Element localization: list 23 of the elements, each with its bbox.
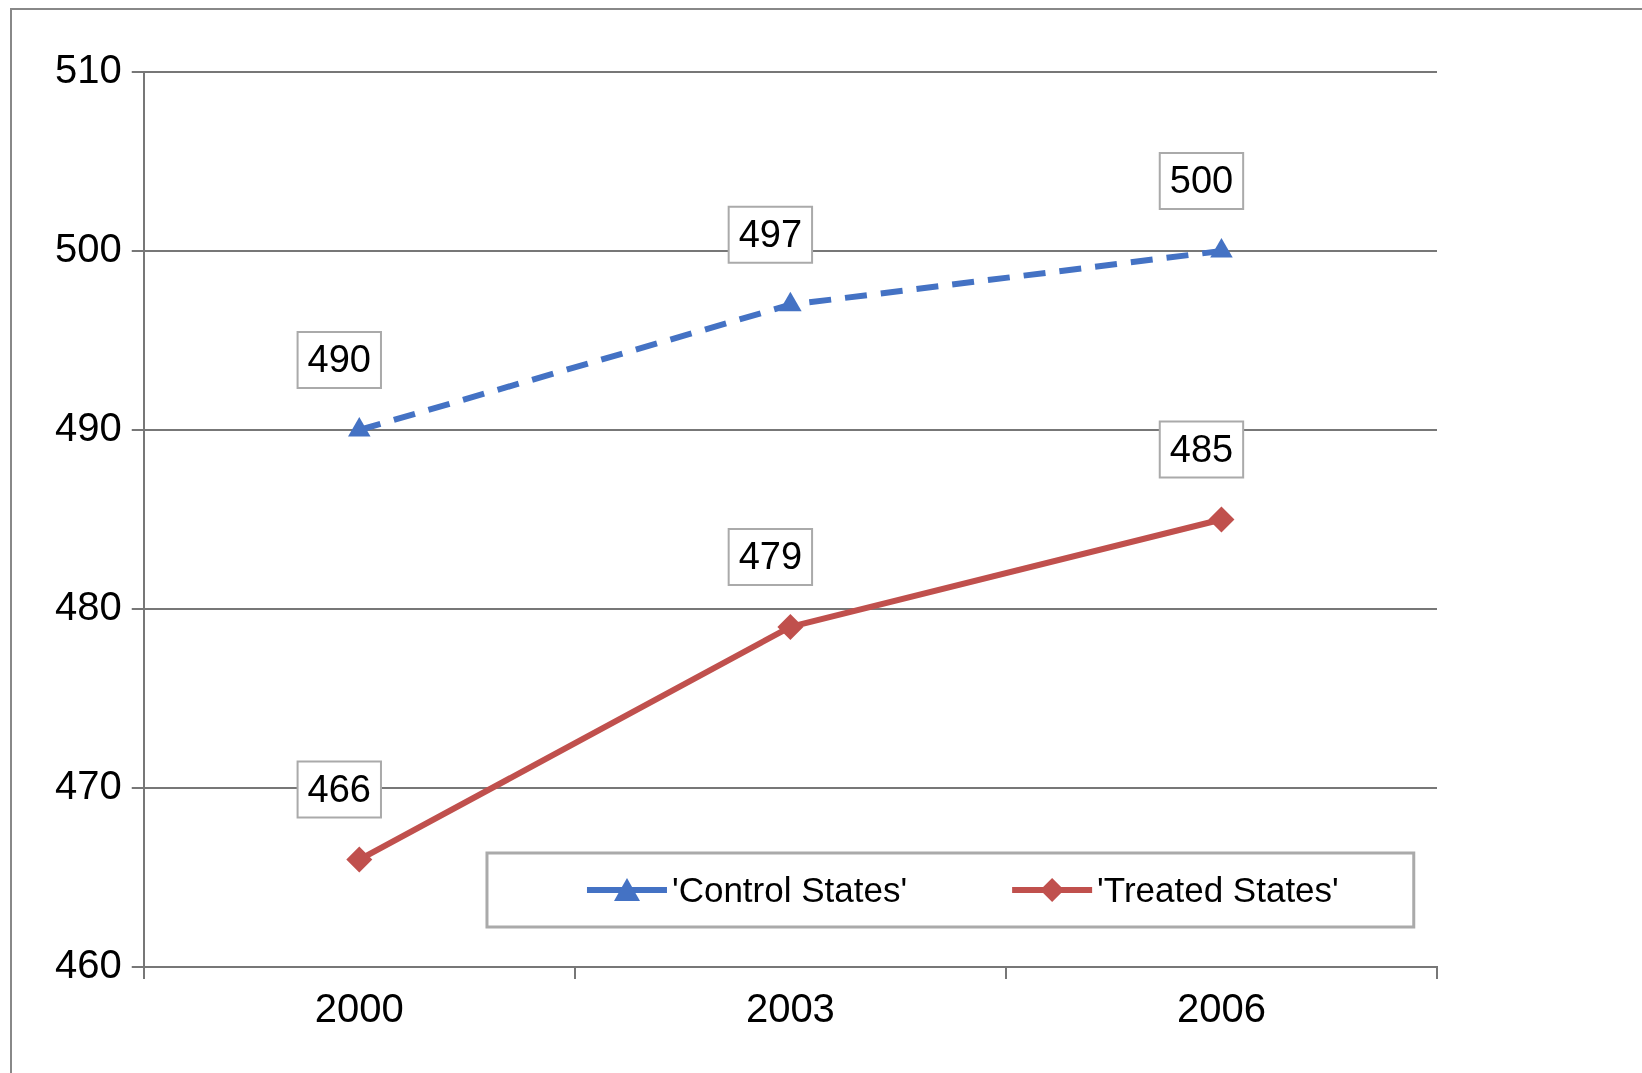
point bbox=[346, 846, 373, 873]
x-tick-label: 2003 bbox=[745, 986, 835, 1031]
x-tick-label: 2000 bbox=[314, 986, 404, 1031]
data-label: 497 bbox=[738, 213, 803, 256]
y-tick-label: 510 bbox=[54, 47, 122, 92]
y-tick-label: 490 bbox=[54, 405, 122, 450]
data-label: 485 bbox=[1169, 427, 1234, 470]
point bbox=[1210, 238, 1233, 258]
y-tick-label: 500 bbox=[54, 226, 122, 271]
legend-label: 'Treated States' bbox=[1097, 869, 1339, 909]
point bbox=[779, 291, 802, 312]
point bbox=[1208, 506, 1235, 533]
data-label: 479 bbox=[738, 535, 803, 578]
data-label: 500 bbox=[1169, 159, 1234, 202]
data-label: 490 bbox=[307, 338, 371, 381]
y-tick-label: 460 bbox=[54, 942, 122, 987]
y-tick-label: 470 bbox=[54, 763, 122, 808]
data-label: 466 bbox=[307, 768, 371, 811]
legend-label: 'Control States' bbox=[671, 869, 908, 909]
point bbox=[348, 417, 371, 437]
y-tick-label: 480 bbox=[54, 584, 122, 629]
point bbox=[777, 613, 804, 640]
x-tick-label: 2006 bbox=[1176, 986, 1266, 1031]
